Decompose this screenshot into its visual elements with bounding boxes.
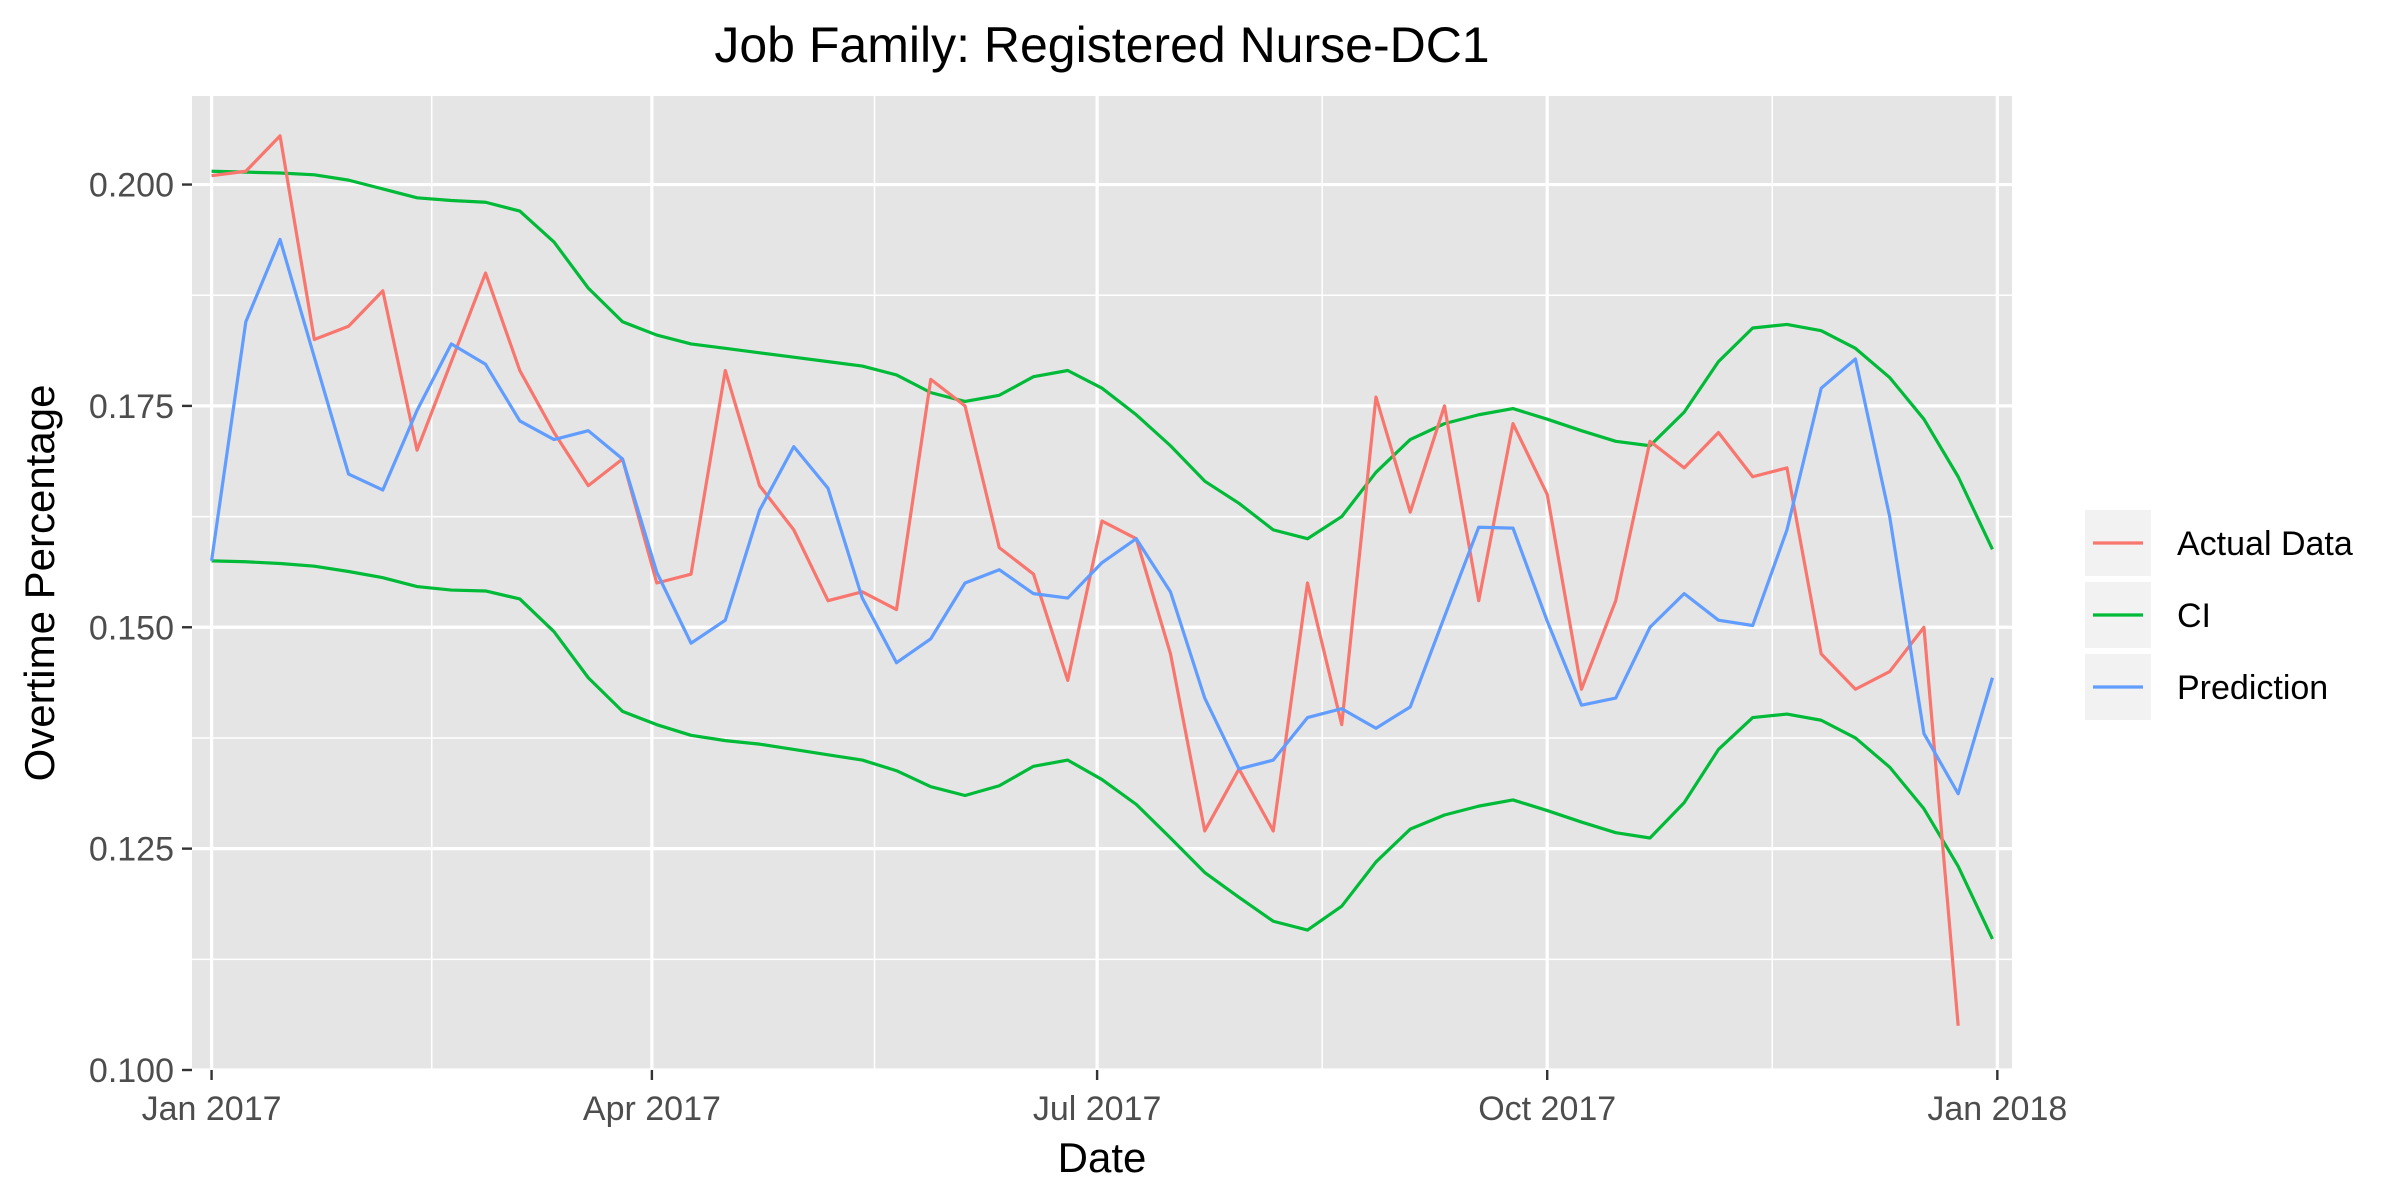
x-tick-label: Jul 2017: [1033, 1090, 1162, 1128]
x-tick-label: Oct 2017: [1478, 1090, 1616, 1128]
series-line-prediction: [209, 237, 1994, 796]
y-tick-label: 0.150: [89, 609, 174, 647]
chart-title: Job Family: Registered Nurse-DC1: [714, 17, 1489, 73]
y-tick-label: 0.175: [89, 388, 174, 426]
legend-label: CI: [2177, 597, 2211, 635]
series-lines: [209, 134, 1994, 1026]
series-line-ci-upper: [211, 169, 1994, 551]
x-tick-label: Apr 2017: [583, 1090, 721, 1128]
legend: Actual Data CI Prediction: [2085, 510, 2353, 720]
x-tick-label: Jan 2018: [1927, 1090, 2067, 1128]
legend-label: Prediction: [2177, 669, 2328, 707]
y-axis-title: Overtime Percentage: [16, 385, 63, 782]
y-tick-label: 0.100: [89, 1052, 174, 1090]
plot-panel: [192, 96, 2012, 1070]
series-line-actual: [211, 134, 1960, 1026]
axes: 0.100 0.125 0.150 0.175 0.200 Jan 2017 Apr 201…: [89, 167, 2067, 1128]
grid-lines: [192, 96, 2012, 1072]
x-axis-title: Date: [1058, 1134, 1147, 1181]
y-tick-label: 0.125: [89, 831, 174, 869]
legend-label: Actual Data: [2177, 525, 2353, 563]
x-tick-label: Jan 2017: [142, 1090, 282, 1128]
series-line-ci-lower: [211, 559, 1994, 940]
y-tick-label: 0.200: [89, 167, 174, 205]
